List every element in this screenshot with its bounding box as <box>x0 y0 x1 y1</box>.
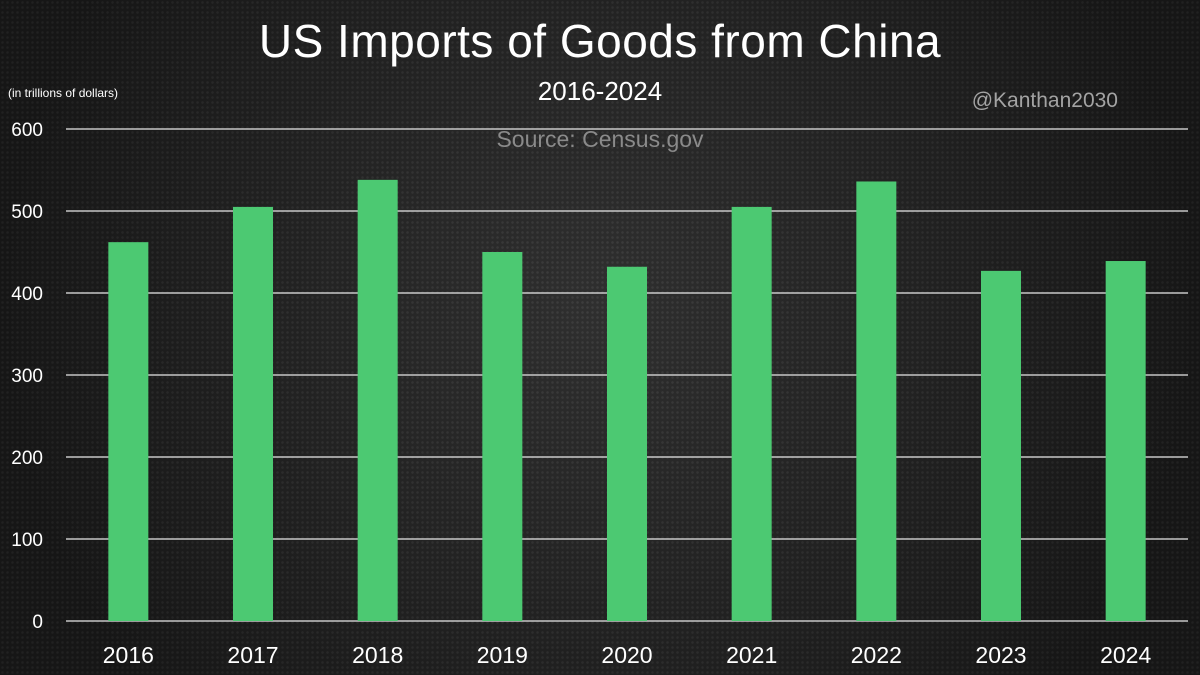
bar-2018 <box>357 179 398 621</box>
x-tick-label: 2022 <box>851 642 902 668</box>
bar-2020 <box>607 266 647 621</box>
chart-subtitle: 2016-2024 <box>537 76 663 106</box>
units-label: (in trillions of dollars) <box>8 86 119 100</box>
y-tick-label: 200 <box>11 448 43 469</box>
source-label: Source: Census.gov <box>496 126 704 152</box>
y-tick-label: 400 <box>11 284 43 305</box>
x-tick-label: 2018 <box>352 642 403 668</box>
bar-2023 <box>981 270 1021 621</box>
x-tick-label: 2017 <box>227 642 278 668</box>
bar-2024 <box>1105 261 1146 621</box>
x-tick-label: 2016 <box>103 642 154 668</box>
y-tick-label: 500 <box>11 202 43 223</box>
x-tick-label: 2020 <box>601 642 652 668</box>
x-tick-label: 2024 <box>1100 642 1151 668</box>
y-axis-ticks: 0 100 200 300 400 500 600 <box>11 120 43 633</box>
x-axis-ticks: 2016 2017 2018 2019 2020 2021 2022 2023 2024 <box>103 642 1152 668</box>
bar-2021 <box>731 206 772 621</box>
bar-2019 <box>482 252 523 621</box>
author-handle: @Kanthan2030 <box>971 89 1118 112</box>
y-tick-label: 0 <box>32 612 43 633</box>
x-tick-label: 2023 <box>975 642 1026 668</box>
y-tick-label: 100 <box>11 530 43 551</box>
bar-2016 <box>108 242 149 621</box>
x-tick-label: 2019 <box>477 642 528 668</box>
x-tick-label: 2021 <box>726 642 777 668</box>
chart-title: US Imports of Goods from China <box>258 15 942 67</box>
bar-2022 <box>856 181 897 622</box>
bar-2017 <box>233 206 273 621</box>
y-tick-label: 600 <box>11 120 43 141</box>
bars <box>108 179 1146 622</box>
y-tick-label: 300 <box>11 366 43 387</box>
